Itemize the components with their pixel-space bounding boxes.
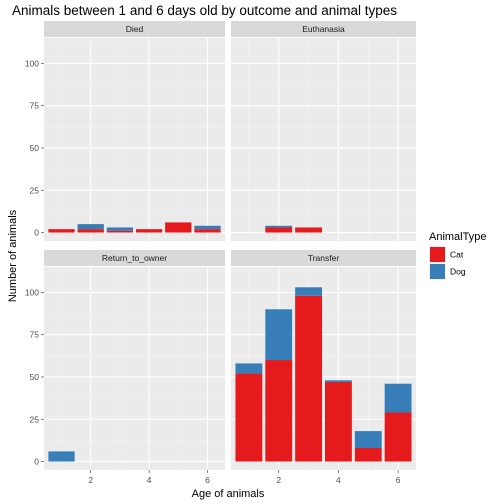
x-tick-label: 6 — [396, 475, 401, 485]
facet-strip — [44, 250, 225, 266]
x-axis-title: Age of animals — [192, 488, 265, 500]
facet-strip-label: Died — [126, 24, 144, 34]
legend-label-dog: Dog — [450, 267, 466, 277]
legend-key-cat — [430, 247, 445, 262]
legend-key-dog — [430, 264, 445, 279]
x-tick-label: 4 — [336, 475, 341, 485]
bar-died-cat-age-2 — [77, 229, 104, 233]
bar-transfer-dog-age-5 — [354, 431, 382, 449]
y-tick-label: 100 — [25, 287, 39, 297]
bar-died-dog-age-6 — [194, 225, 221, 230]
bar-transfer-dog-age-3 — [295, 287, 323, 296]
facet-panels: Died 0 25 50 75 100 Euthanasia Return_to_owner 0… — [25, 21, 416, 485]
y-tick-label: 75 — [30, 101, 40, 111]
facet-strip-label: Transfer — [308, 253, 340, 263]
y-tick-label: 50 — [30, 143, 40, 153]
bar-return-to-owner-dog-age-1 — [48, 451, 75, 462]
y-tick-label: 75 — [30, 330, 40, 340]
bar-transfer-dog-age-4 — [324, 380, 352, 383]
bar-transfer-dog-age-1 — [235, 363, 263, 374]
panel-background — [44, 38, 225, 241]
facet-strip — [231, 250, 416, 266]
bar-transfer-cat-age-4 — [324, 382, 352, 462]
bar-died-cat-age-4 — [135, 229, 163, 233]
facet-euthanasia: Euthanasia — [231, 21, 416, 241]
bar-transfer-dog-age-6 — [384, 383, 412, 413]
facet-strip — [44, 21, 225, 37]
facet-strip — [231, 21, 416, 37]
bar-transfer-dog-age-2 — [265, 309, 293, 361]
facet-transfer: Transfer 2 4 6 — [231, 250, 416, 485]
y-tick-label: 0 — [34, 228, 39, 238]
y-tick-label: 100 — [25, 58, 39, 68]
facet-died: Died 0 25 50 75 100 — [25, 21, 225, 241]
bar-euthanasia-dog-age-2 — [265, 225, 293, 228]
panel-background — [231, 38, 416, 241]
x-tick-label: 6 — [205, 475, 210, 485]
x-tick-label: 2 — [276, 475, 281, 485]
bar-transfer-cat-age-5 — [354, 448, 382, 462]
chart-title: Animals between 1 and 6 days old by outc… — [12, 3, 397, 18]
legend: AnimalType Cat Dog — [429, 231, 486, 280]
bar-euthanasia-cat-age-2 — [265, 227, 293, 233]
facet-strip-label: Euthanasia — [302, 24, 345, 34]
bar-transfer-cat-age-2 — [265, 360, 293, 462]
y-tick-label: 25 — [30, 414, 40, 424]
bar-died-cat-age-5 — [165, 222, 192, 233]
y-tick-label: 0 — [34, 457, 39, 467]
facet-return-to-owner: Return_to_owner 0 25 50 75 100 2 4 6 — [25, 250, 225, 485]
legend-title: AnimalType — [429, 231, 486, 243]
bar-transfer-cat-age-6 — [384, 412, 412, 462]
y-tick-label: 50 — [30, 372, 40, 382]
legend-label-cat: Cat — [450, 250, 464, 260]
bar-died-dog-age-2 — [77, 224, 104, 230]
bar-euthanasia-cat-age-3 — [295, 227, 323, 233]
y-axis-title: Number of animals — [7, 209, 19, 302]
bar-died-cat-age-3 — [106, 230, 134, 233]
y-tick-label: 25 — [30, 185, 40, 195]
panel-background — [44, 267, 225, 470]
bar-died-cat-age-6 — [194, 229, 221, 233]
bar-died-cat-age-1 — [48, 229, 75, 233]
x-tick-label: 2 — [88, 475, 93, 485]
x-tick-label: 4 — [147, 475, 152, 485]
bar-died-dog-age-3 — [106, 227, 134, 231]
facet-strip-label: Return_to_owner — [102, 253, 167, 263]
bar-transfer-cat-age-1 — [235, 373, 263, 462]
bar-transfer-cat-age-3 — [295, 295, 323, 462]
